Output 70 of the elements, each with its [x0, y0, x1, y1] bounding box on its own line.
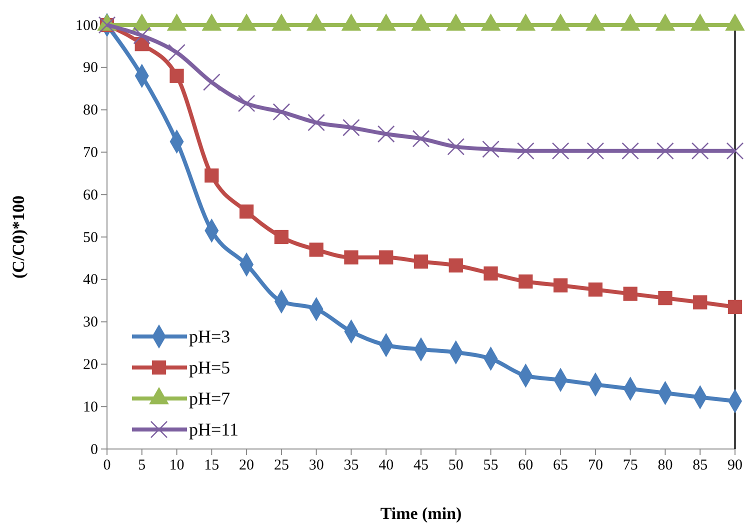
point — [377, 125, 395, 143]
x-axis-title: Time (min) — [380, 504, 462, 523]
point — [309, 242, 324, 257]
point — [170, 68, 184, 83]
x-tick-label: 35 — [344, 458, 359, 474]
y-tick-label: 90 — [83, 60, 98, 76]
point — [658, 290, 672, 306]
legend-label: pH=5 — [189, 358, 230, 378]
point — [484, 266, 498, 281]
legend-label: pH=11 — [189, 420, 238, 440]
x-tick-label: 0 — [103, 458, 111, 474]
y-axis-title: (C/C0)*100 — [9, 195, 28, 279]
point — [482, 140, 500, 158]
point — [379, 250, 394, 264]
x-tick-label: 25 — [274, 458, 289, 474]
point — [516, 142, 534, 160]
point — [552, 142, 570, 160]
x-tick-label: 90 — [728, 458, 742, 474]
point — [274, 230, 289, 244]
x-tick-label: 80 — [658, 458, 673, 474]
point — [588, 282, 603, 297]
x-tick-label: 30 — [308, 458, 324, 474]
x-tick-label: 55 — [483, 458, 498, 474]
y-tick-label: 50 — [83, 230, 98, 246]
y-tick-label: 10 — [83, 399, 98, 416]
x-tick-label: 40 — [378, 458, 394, 474]
legend-label: pH=7 — [189, 388, 230, 408]
y-tick-label: 0 — [90, 442, 98, 458]
y-tick-label: 80 — [83, 102, 98, 119]
x-tick-label: 50 — [448, 458, 464, 474]
point — [622, 142, 640, 160]
y-tick-label: 30 — [83, 314, 98, 331]
point — [448, 258, 463, 272]
point — [344, 250, 358, 264]
y-tick-label: 70 — [83, 145, 98, 161]
point — [656, 142, 674, 160]
x-tick-label: 70 — [588, 458, 603, 474]
point — [238, 94, 256, 112]
x-tick-label: 5 — [138, 458, 146, 474]
point — [553, 278, 568, 292]
point — [342, 118, 360, 136]
x-tick-label: 75 — [622, 458, 638, 474]
x-tick-label: 20 — [239, 458, 254, 474]
point — [623, 286, 638, 301]
y-tick-label: 60 — [83, 187, 98, 204]
point — [133, 26, 151, 44]
x-tick-label: 85 — [692, 458, 708, 474]
point — [447, 138, 465, 156]
x-tick-label: 65 — [553, 458, 568, 474]
point — [586, 142, 604, 160]
y-tick-label: 100 — [76, 18, 98, 34]
legend-label: pH=3 — [189, 326, 230, 346]
point — [168, 44, 186, 62]
point — [204, 168, 219, 183]
point — [693, 295, 708, 310]
y-tick-label: 20 — [83, 357, 98, 373]
point — [272, 103, 290, 121]
point — [518, 274, 533, 289]
point — [728, 300, 742, 314]
point — [414, 254, 428, 269]
x-tick-label: 10 — [169, 458, 184, 474]
x-tick-label: 45 — [414, 458, 428, 474]
point — [412, 130, 430, 148]
x-tick-label: 60 — [518, 458, 534, 474]
point — [308, 114, 326, 132]
point — [726, 142, 744, 160]
y-tick-label: 40 — [83, 272, 98, 288]
point — [691, 142, 709, 160]
x-tick-label: 15 — [204, 458, 220, 474]
point — [239, 204, 254, 219]
